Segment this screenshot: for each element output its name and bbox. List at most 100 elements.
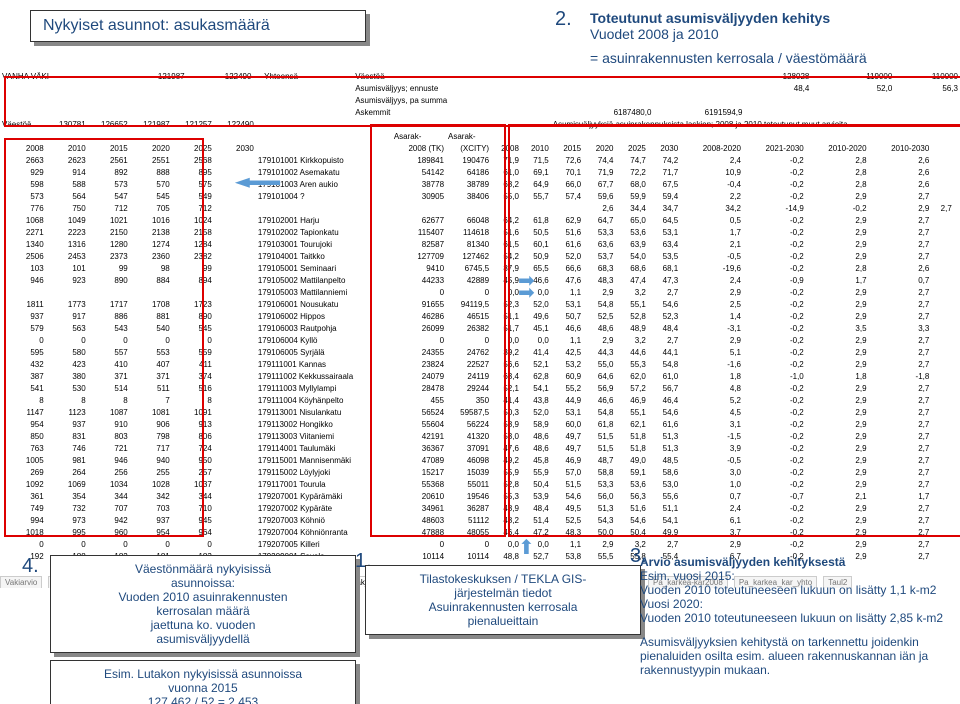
cell: 0,0 xyxy=(491,286,521,298)
cell: 64,2 xyxy=(491,214,521,226)
top-cell: 6191594,9 xyxy=(653,106,744,118)
cell: 2453 xyxy=(46,250,88,262)
cell: -0,2 xyxy=(743,262,806,274)
cell: 179113002 Hongikko xyxy=(256,418,392,430)
cell: 2,9 xyxy=(806,250,869,262)
top-cell xyxy=(187,106,254,118)
cell: -0,9 xyxy=(743,274,806,286)
cell: 24079 xyxy=(392,370,446,382)
table-row: 850831803798806179113003 Viitaniemi42191… xyxy=(0,430,960,442)
cell: 710 xyxy=(172,502,214,514)
cell: 51,3 xyxy=(648,430,680,442)
cell: 1021 xyxy=(88,214,130,226)
cell: 945 xyxy=(172,514,214,526)
cell: 2,8 xyxy=(806,262,869,274)
table-row: 25062453237323602382179104001 Taitkko127… xyxy=(0,250,960,262)
cell: 884 xyxy=(130,274,172,286)
cell: 179103001 Tourujoki xyxy=(256,238,392,250)
cell: 0 xyxy=(392,334,446,346)
table-row: 10921069103410281037179117001 Tourula553… xyxy=(0,478,960,490)
cell xyxy=(46,286,88,298)
cell: 354 xyxy=(46,490,88,502)
cell: 2,7 xyxy=(869,394,932,406)
cell: 179111003 Myllylampi xyxy=(256,382,392,394)
top-cell xyxy=(111,106,120,118)
box1-l1: Tilastokeskuksen / TEKLA GIS- xyxy=(378,572,628,586)
cell: 53,1 xyxy=(648,226,680,238)
cell: 48,4 xyxy=(648,322,680,334)
cell: 541 xyxy=(0,382,46,394)
top-cell xyxy=(253,94,262,106)
cell: 929 xyxy=(0,166,46,178)
cell: 58,9 xyxy=(491,418,521,430)
cell: 10114 xyxy=(446,550,491,562)
cell: 2360 xyxy=(130,250,172,262)
cell: 0,0 xyxy=(521,334,551,346)
cell: 514 xyxy=(88,382,130,394)
cell: -0,2 xyxy=(743,514,806,526)
cell: 48,7 xyxy=(583,454,615,466)
top-cell xyxy=(894,94,960,106)
cell: 26382 xyxy=(446,322,491,334)
cell: 946 xyxy=(0,274,46,286)
cell: 0 xyxy=(88,334,130,346)
cell: 732 xyxy=(46,502,88,514)
cell xyxy=(172,286,214,298)
cell: 1018 xyxy=(0,526,46,538)
cell: 44,9 xyxy=(551,394,583,406)
cell: 179106001 Nousukatu xyxy=(256,298,392,310)
cell: 703 xyxy=(130,502,172,514)
top-cell xyxy=(562,94,653,106)
cell: 46,6 xyxy=(551,322,583,334)
table-row: 929914892888895179101002 Asemakatu541426… xyxy=(0,166,960,178)
cell: -0,2 xyxy=(743,442,806,454)
cell: 1723 xyxy=(172,298,214,310)
box-4-footer: Esim. Lutakon nykyisissä asunnoissa vuon… xyxy=(50,660,356,704)
cell: 46,9 xyxy=(615,394,647,406)
cell xyxy=(392,202,446,214)
cell: 52,1 xyxy=(491,382,521,394)
cell: 573 xyxy=(88,178,130,190)
cell: 2138 xyxy=(130,226,172,238)
cell: 52,0 xyxy=(551,250,583,262)
cell: 179111001 Kannas xyxy=(256,358,392,370)
cell: 2,8 xyxy=(806,166,869,178)
cell: 98 xyxy=(130,262,172,274)
cell: 0,7 xyxy=(680,490,743,502)
cell: 44,3 xyxy=(583,346,615,358)
box3-l3: Vuoden 2010 toteutuneeseen lukuun on lis… xyxy=(640,583,950,597)
table-row: 00000179207005 Killeri000,00,01,12,93,22… xyxy=(0,538,960,550)
top-cell xyxy=(653,70,744,82)
cell: 56,0 xyxy=(583,490,615,502)
grid-header-cell: 130781 xyxy=(46,118,88,130)
cell: 53,1 xyxy=(551,406,583,418)
box3-l1: Arvio asumisväljyyden kehityksestä xyxy=(640,555,950,569)
grid-header-cell xyxy=(256,118,392,130)
cell: 55368 xyxy=(392,478,446,490)
cell: 56524 xyxy=(392,406,446,418)
cell: 2,9 xyxy=(806,406,869,418)
cell: 56224 xyxy=(446,418,491,430)
cell: 2,7 xyxy=(869,418,932,430)
top-cell xyxy=(820,82,829,94)
cell: 57,4 xyxy=(551,190,583,202)
top-cell xyxy=(829,106,895,118)
cell: 1340 xyxy=(0,238,46,250)
top-cell xyxy=(0,106,111,118)
cell: 2,7 xyxy=(869,298,932,310)
cell: 51,6 xyxy=(551,226,583,238)
cell: 946 xyxy=(88,454,130,466)
top-values-table: VANHA VÄKI121987122490YhteensäVäestöä128… xyxy=(0,70,960,118)
cell: 179104001 Taitkko xyxy=(256,250,392,262)
cell: 2,7 xyxy=(648,334,680,346)
cell: 29244 xyxy=(446,382,491,394)
cell: 1,7 xyxy=(680,226,743,238)
cell: 2,7 xyxy=(869,238,932,250)
top-cell xyxy=(811,94,820,106)
cell: -0,2 xyxy=(743,250,806,262)
cell: 71,9 xyxy=(491,154,521,166)
top-cell xyxy=(111,82,120,94)
label-4: 4. xyxy=(22,555,39,578)
cell: -0,2 xyxy=(743,358,806,370)
cell: 2,1 xyxy=(680,238,743,250)
